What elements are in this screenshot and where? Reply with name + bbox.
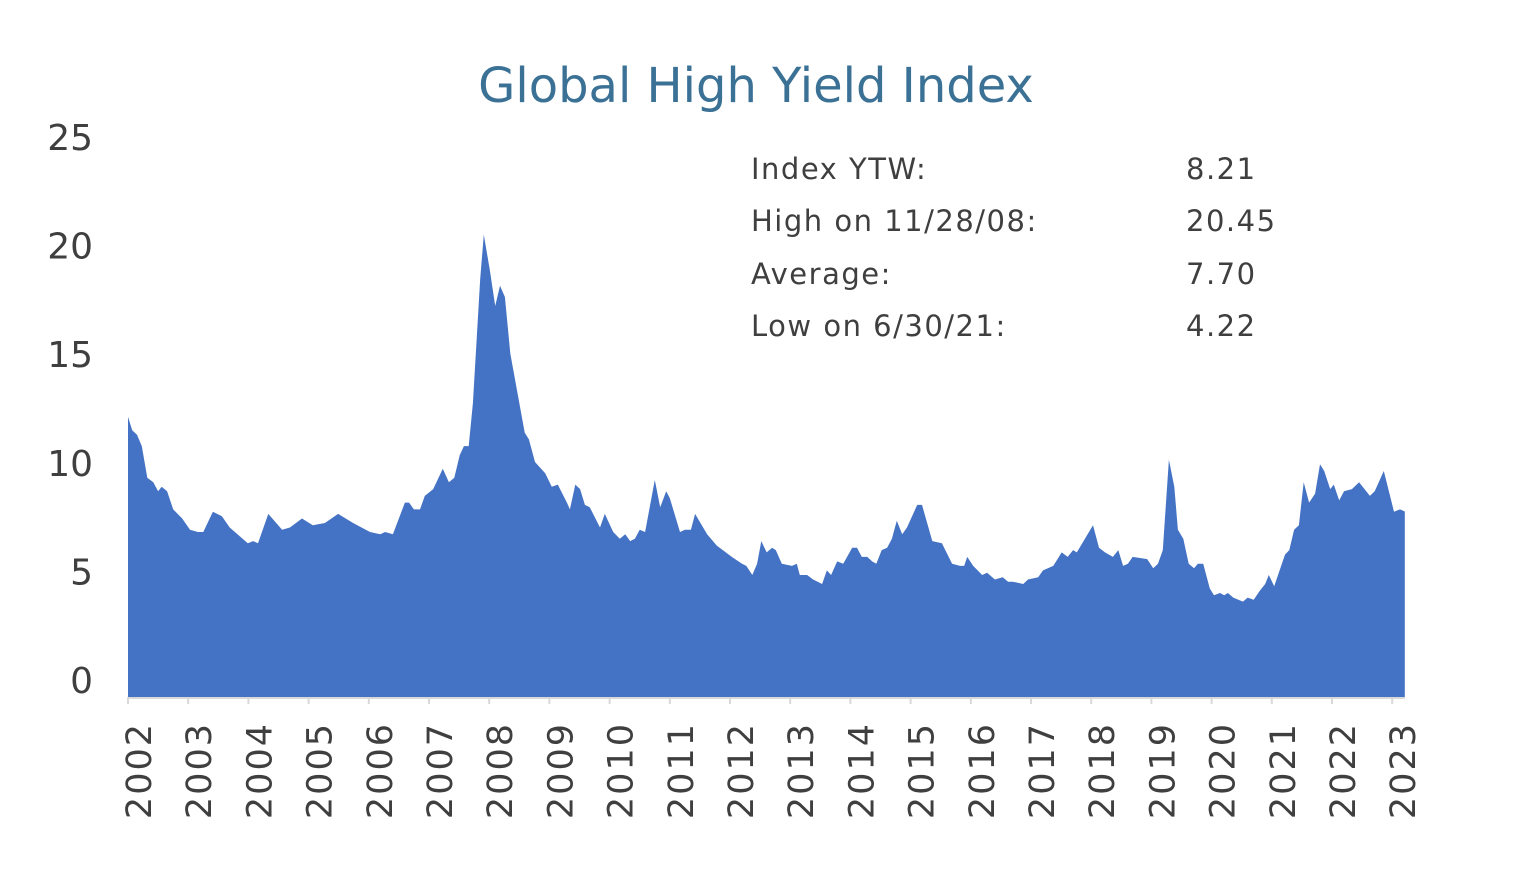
x-tick-label: 2016 xyxy=(963,722,1003,819)
x-tick-label: 2005 xyxy=(301,722,341,819)
x-tick-label: 2009 xyxy=(541,722,581,819)
x-tick-label: 2015 xyxy=(903,722,943,819)
y-tick-label: 5 xyxy=(70,552,93,593)
y-axis-labels: 0 5 10 15 20 25 xyxy=(47,118,93,702)
stat-value-low: 4.22 xyxy=(1186,309,1257,343)
y-tick-label: 25 xyxy=(47,118,93,159)
stat-value-average: 7.70 xyxy=(1186,257,1257,291)
stat-value-ytw: 8.21 xyxy=(1186,152,1257,186)
y-tick-label: 0 xyxy=(70,661,93,702)
y-tick-label: 15 xyxy=(47,335,93,376)
x-tick-label: 2004 xyxy=(240,722,280,819)
chart-title: Global High Yield Index xyxy=(478,58,1034,114)
x-axis-ticks xyxy=(127,697,1394,704)
x-tick-label: 2020 xyxy=(1204,722,1244,819)
x-tick-label: 2003 xyxy=(180,722,220,819)
x-tick-label: 2013 xyxy=(782,722,822,819)
stat-label-low: Low on 6/30/21: xyxy=(751,309,1007,343)
x-tick-label: 2002 xyxy=(120,722,160,819)
y-tick-label: 20 xyxy=(47,227,93,268)
x-tick-label: 2021 xyxy=(1264,722,1304,819)
x-tick-label: 2008 xyxy=(481,722,521,819)
stat-label-ytw: Index YTW: xyxy=(751,152,927,186)
x-tick-label: 2012 xyxy=(722,722,762,819)
x-tick-label: 2023 xyxy=(1384,722,1424,819)
stats-box: Index YTW: 8.21 High on 11/28/08: 20.45 … xyxy=(751,152,1277,343)
series-area xyxy=(128,234,1405,698)
x-tick-label: 2007 xyxy=(421,722,461,819)
stat-value-high: 20.45 xyxy=(1186,204,1277,238)
x-tick-label: 2010 xyxy=(602,722,642,819)
x-tick-label: 2017 xyxy=(1023,722,1063,819)
stat-label-average: Average: xyxy=(751,257,892,291)
x-tick-label: 2006 xyxy=(361,722,401,819)
x-axis-labels: 2002 2003 2004 2005 2006 2007 2008 2009 2010 2011… xyxy=(120,722,1424,819)
x-tick-label: 2022 xyxy=(1324,722,1364,819)
stat-label-high: High on 11/28/08: xyxy=(751,204,1038,238)
x-tick-label: 2011 xyxy=(662,722,702,819)
x-tick-label: 2019 xyxy=(1143,722,1183,819)
y-tick-label: 10 xyxy=(47,444,93,485)
x-tick-label: 2018 xyxy=(1083,722,1123,819)
x-tick-label: 2014 xyxy=(842,722,882,819)
